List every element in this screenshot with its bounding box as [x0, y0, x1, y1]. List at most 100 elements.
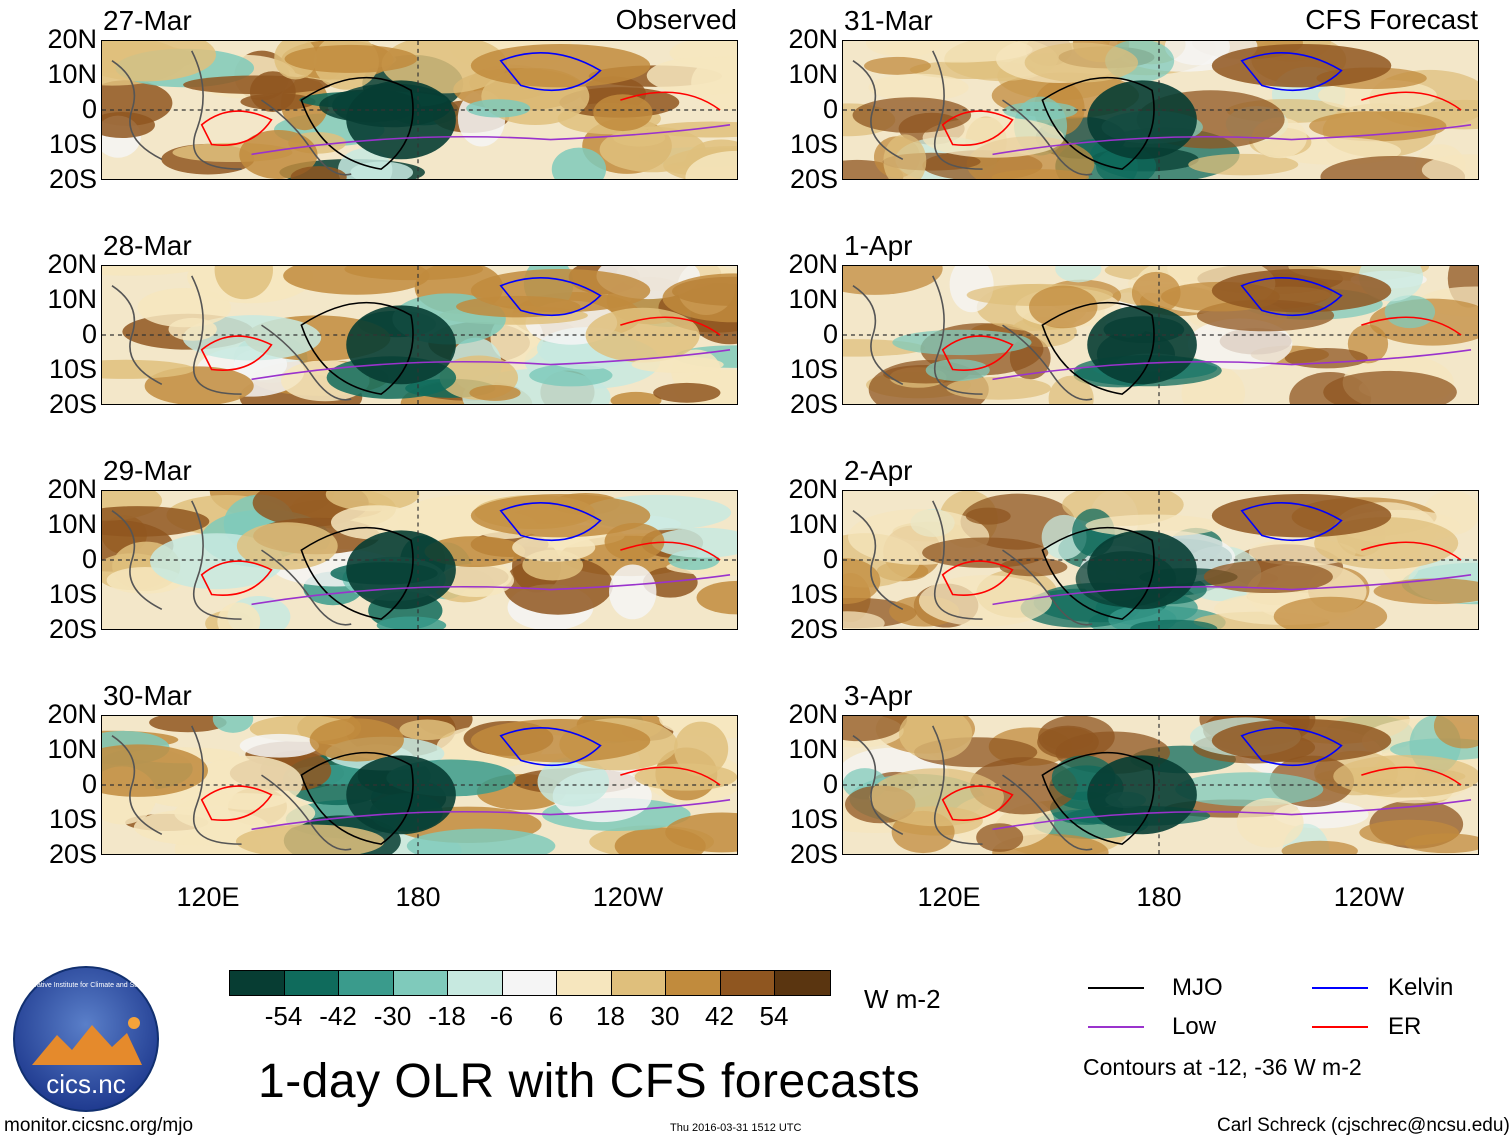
low-contour: [251, 124, 731, 156]
lat-label: 0: [822, 544, 838, 574]
legend-kelvin-label: Kelvin: [1388, 974, 1454, 1001]
lat-label: 0: [822, 319, 838, 349]
forecast-map-panel: [842, 715, 1479, 855]
colorbar-swatch: [284, 971, 339, 995]
colorbar-label: 18: [596, 1001, 625, 1031]
figure-title: 1-day OLR with CFS forecasts: [258, 1055, 921, 1108]
lat-label: 0: [81, 319, 97, 349]
lat-label: 10N: [788, 59, 838, 89]
coastline: [852, 725, 1093, 851]
kelvin-contour: [499, 277, 602, 317]
mjo-contour: [300, 76, 414, 170]
lat-label: 20S: [48, 164, 97, 194]
colorbar-label: -54: [264, 1001, 303, 1031]
cicsnc-logo: cics.nc Cooperative Institute for Climat…: [13, 966, 159, 1112]
footer-author: Carl Schreck (cjschrec@ncsu.edu): [1217, 1115, 1510, 1136]
low-contour: [251, 349, 731, 381]
colorbar-swatch: [720, 971, 775, 995]
kelvin-contour: [499, 502, 602, 542]
panel-date: 28-Mar: [103, 230, 192, 261]
colorbar-swatch: [502, 971, 557, 995]
panel-date: 1-Apr: [844, 230, 913, 261]
lat-label: 20N: [788, 474, 838, 504]
coastline: [852, 275, 1093, 401]
panel-date: 31-Mar: [844, 5, 933, 36]
lat-label: 10N: [788, 734, 838, 764]
logo-ring-text: Cooperative Institute for Climate and Sa…: [14, 982, 158, 989]
lat-label: 10S: [48, 579, 97, 609]
forecast-map-panel: [842, 265, 1479, 405]
er-contour: [941, 766, 1462, 821]
legend-kelvin-line: [1312, 987, 1368, 989]
er-contour: [200, 316, 721, 371]
footer-url: monitor.cicsnc.org/mjo: [4, 1115, 194, 1136]
lat-label: 10N: [788, 509, 838, 539]
lat-label: 20S: [48, 839, 97, 869]
lat-label: 10N: [47, 509, 97, 539]
forecast-map-panel: [842, 490, 1479, 630]
colorbar-label: -6: [489, 1001, 514, 1031]
observed-map-panel: [101, 490, 738, 630]
er-contour: [200, 91, 721, 146]
lat-label: 0: [822, 769, 838, 799]
lat-label: 20N: [788, 699, 838, 729]
lat-label: 20N: [788, 249, 838, 279]
low-contour: [992, 124, 1472, 156]
coastline: [852, 500, 1093, 626]
er-contour: [200, 766, 721, 821]
colorbar-swatch: [775, 971, 830, 995]
colorbar-label: 42: [705, 1001, 734, 1031]
observed-map-panel: [101, 715, 738, 855]
coastline: [111, 50, 352, 176]
colorbar-label: 6: [548, 1001, 564, 1031]
forecast-header: CFS Forecast: [1305, 4, 1478, 35]
legend-er-label: ER: [1388, 1013, 1422, 1040]
lat-label: 20S: [48, 389, 97, 419]
colorbar-swatch: [393, 971, 448, 995]
colorbar-label: -30: [373, 1001, 412, 1031]
panel-date: 3-Apr: [844, 680, 913, 711]
legend-er-line: [1312, 1026, 1368, 1028]
lat-label: 10S: [789, 129, 838, 159]
legend-low-label: Low: [1172, 1013, 1217, 1040]
colorbar-label: 54: [759, 1001, 789, 1031]
er-contour: [941, 316, 1462, 371]
mjo-contour: [300, 526, 414, 620]
panel-date: 27-Mar: [103, 5, 192, 36]
lon-label: 120W: [592, 882, 664, 912]
er-contour: [200, 541, 721, 596]
lat-label: 20S: [789, 839, 838, 869]
legend-low-line: [1088, 1026, 1144, 1028]
lat-label: 0: [81, 94, 97, 124]
coastline: [111, 275, 352, 401]
lat-label: 20N: [788, 24, 838, 54]
mjo-contour: [1041, 76, 1155, 170]
colorbar-swatch: [230, 971, 285, 995]
observed-map-panel: [101, 40, 738, 180]
contour-note: Contours at -12, -36 W m-2: [1083, 1054, 1362, 1080]
lat-label: 10S: [789, 804, 838, 834]
low-contour: [992, 574, 1472, 606]
low-contour: [992, 799, 1472, 831]
forecast-map-panel: [842, 40, 1479, 180]
colorbar-swatch: [666, 971, 721, 995]
kelvin-contour: [1240, 727, 1343, 767]
kelvin-contour: [1240, 502, 1343, 542]
low-contour: [251, 574, 731, 606]
low-contour: [992, 349, 1472, 381]
lat-label: 0: [81, 544, 97, 574]
colorbar-label: -42: [319, 1001, 357, 1031]
coastline: [111, 725, 352, 851]
footer-timestamp: Thu 2016-03-31 1512 UTC: [670, 1122, 802, 1134]
kelvin-contour: [499, 727, 602, 767]
colorbar-swatch: [611, 971, 666, 995]
lat-label: 20S: [789, 614, 838, 644]
low-contour: [251, 799, 731, 831]
lat-label: 10S: [48, 804, 97, 834]
colorbar-swatch: [448, 971, 503, 995]
colorbar-label: -18: [428, 1001, 466, 1031]
er-contour: [941, 91, 1462, 146]
lon-label: 120W: [1333, 882, 1405, 912]
lat-label: 0: [822, 94, 838, 124]
coastline: [111, 500, 352, 626]
